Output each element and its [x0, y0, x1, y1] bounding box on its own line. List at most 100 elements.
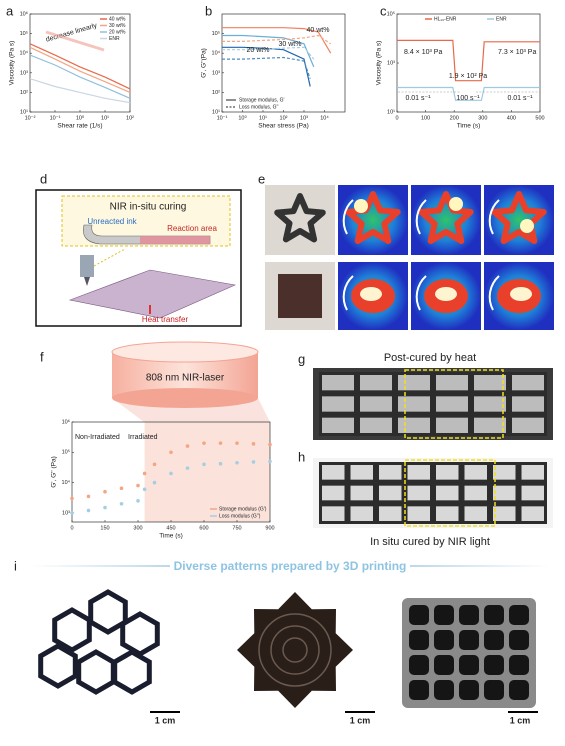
annotation: 20 wt%	[247, 47, 270, 54]
grid-cell	[379, 485, 402, 501]
x-tick-label: 0	[395, 115, 398, 121]
annotation: 808 nm NIR-laser	[146, 373, 225, 384]
hot-core	[510, 287, 532, 301]
printed-part	[68, 269, 237, 319]
nozzle-tip	[84, 277, 90, 286]
grid-cell	[521, 506, 544, 521]
grid-cell	[322, 465, 345, 480]
title-back	[170, 558, 410, 574]
grid-cell	[493, 506, 516, 521]
y-tick-label: 10⁵	[20, 30, 28, 37]
data-point	[251, 442, 256, 446]
box-cell	[509, 655, 529, 675]
panel-letter: b	[205, 3, 212, 18]
grid-cell	[322, 506, 345, 521]
x-tick-label: 10⁻²	[25, 115, 36, 121]
y-tick-label: 10²	[212, 90, 220, 96]
data-point	[235, 441, 239, 445]
series-line	[222, 56, 311, 79]
zoom-box	[404, 459, 496, 527]
box-cell	[484, 605, 504, 625]
x-tick-label: 10⁰	[76, 114, 85, 121]
x-tick-label: 10⁴	[320, 114, 329, 121]
grid-cell	[474, 417, 506, 433]
inset-title: NIR in-situ curing	[110, 202, 187, 213]
x-tick-label: 300	[478, 115, 487, 121]
grid-cell	[493, 485, 516, 501]
x-tick-label: 10³	[300, 115, 308, 121]
y-axis-label: Viscosity (Pa s)	[9, 41, 16, 86]
grid-cell	[464, 485, 487, 501]
legend-label: 20 wt%	[109, 29, 126, 35]
hot-spot	[354, 199, 368, 213]
y-tick-label: 10¹	[212, 109, 220, 115]
y-tick-label: 10⁵	[387, 10, 395, 17]
data-point	[152, 480, 157, 485]
x-tick-label: 750	[232, 525, 241, 531]
x-axis-label: Time (s)	[457, 123, 481, 130]
panel-d: NIR in-situ curing Unreacted ink Reactio…	[35, 189, 242, 327]
panel-letter: a	[6, 3, 14, 18]
data-point	[152, 462, 157, 467]
x-axis-label: Shear stress (Pa)	[258, 123, 309, 130]
grid-cell	[322, 485, 345, 501]
y-tick-label: 10⁴	[62, 479, 71, 486]
data-point	[268, 442, 272, 447]
legend-label: Storage modulus, G'	[239, 97, 284, 103]
annotation: 100 s⁻¹	[456, 95, 480, 102]
x-tick-label: 900	[265, 525, 274, 531]
legend-label: ENR	[496, 16, 507, 22]
data-point	[185, 444, 190, 448]
y-axis-label: G', G'' (Pa)	[51, 456, 58, 488]
legend-label: ENR	[109, 36, 120, 42]
y-tick-label: 10¹	[387, 109, 395, 115]
series-line	[222, 46, 315, 60]
box-cell	[409, 655, 429, 675]
grid-cell	[521, 485, 544, 501]
panel-letter: f	[40, 349, 44, 364]
y-axis-label: G', G''(Pa)	[201, 48, 208, 78]
grid-cell	[493, 465, 516, 480]
grid-cell	[322, 375, 354, 391]
legend-label: HL₁₀-ENR	[434, 16, 457, 22]
grid-cell	[360, 396, 392, 412]
x-tick-label: 500	[535, 115, 544, 121]
reaction-zone	[140, 236, 210, 244]
x-tick-label: 10²	[126, 115, 134, 121]
x-tick-label: 10¹	[101, 115, 109, 121]
x-tick-label: 100	[421, 115, 430, 121]
panel-frame	[35, 189, 242, 327]
grid-cell	[350, 485, 373, 501]
box-cell	[509, 680, 529, 700]
panel-i-title: Diverse patterns prepared by 3D printing	[174, 559, 407, 573]
x-tick-label: 300	[133, 525, 142, 531]
trend-arrow	[45, 30, 105, 52]
label-unreacted: Unreacted ink	[87, 217, 137, 226]
grid-frame	[319, 372, 547, 436]
data-point	[70, 496, 74, 501]
x-tick-label: 200	[450, 115, 459, 121]
y-tick-label: 10⁵	[62, 449, 70, 456]
web-ring	[258, 613, 332, 687]
web	[237, 592, 353, 708]
box-cell	[509, 605, 529, 625]
data-point	[169, 450, 173, 455]
rotation-arrow	[342, 275, 354, 311]
legend-label: 40 wt%	[109, 16, 126, 22]
data-point	[142, 471, 147, 476]
data-point	[119, 501, 124, 506]
laser-cylinder	[111, 341, 270, 422]
panel-letter: h	[298, 449, 305, 464]
annotation: 0.01 s⁻¹	[405, 95, 431, 102]
grid-cell	[322, 396, 354, 412]
grid-cell	[464, 506, 487, 521]
box-cell	[434, 605, 454, 625]
zoom-box	[404, 369, 504, 439]
grid-cell	[407, 506, 430, 521]
data-point	[86, 508, 91, 513]
heat-star	[418, 191, 474, 244]
data-point	[70, 511, 74, 515]
honeycomb-cell	[88, 589, 128, 635]
y-tick-label: 10³	[387, 60, 395, 66]
grid-cell	[360, 375, 392, 391]
